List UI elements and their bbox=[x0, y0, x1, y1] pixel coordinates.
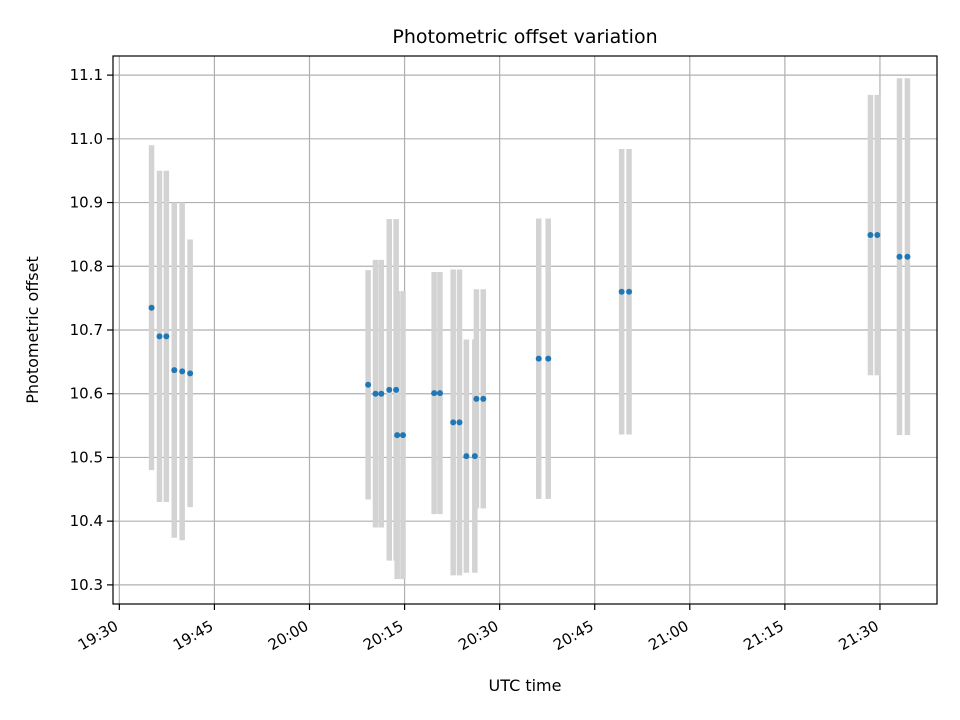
data-point bbox=[179, 368, 186, 375]
data-point bbox=[626, 288, 633, 295]
data-point bbox=[436, 390, 443, 397]
data-point bbox=[156, 333, 163, 340]
data-point bbox=[456, 419, 463, 426]
data-point bbox=[148, 304, 155, 311]
data-point bbox=[394, 432, 401, 439]
data-point bbox=[896, 253, 903, 260]
data-point bbox=[904, 253, 911, 260]
data-point bbox=[535, 355, 542, 362]
data-point bbox=[867, 232, 874, 239]
chart-title: Photometric offset variation bbox=[392, 26, 657, 48]
data-point bbox=[480, 395, 487, 402]
data-point bbox=[463, 453, 470, 460]
data-point bbox=[473, 395, 480, 402]
data-point bbox=[365, 381, 372, 388]
data-point bbox=[393, 386, 400, 393]
y-tick-label: 10.5 bbox=[70, 448, 103, 466]
y-tick-label: 11.1 bbox=[70, 66, 103, 84]
data-point bbox=[372, 390, 379, 397]
y-axis: 10.3 10.4 10.5 10.6 10.7 10.8 10.9 11.0 11.1 bbox=[70, 66, 113, 594]
y-axis-title: Photometric offset bbox=[23, 256, 42, 404]
data-point bbox=[450, 419, 457, 426]
x-axis-title: UTC time bbox=[489, 676, 562, 695]
data-point bbox=[471, 453, 478, 460]
data-point bbox=[187, 370, 194, 377]
y-tick-label: 10.7 bbox=[70, 321, 103, 339]
data-point bbox=[386, 386, 393, 393]
y-tick-label: 10.3 bbox=[70, 576, 103, 594]
data-point bbox=[618, 288, 625, 295]
y-tick-label: 10.4 bbox=[70, 512, 103, 530]
data-point bbox=[378, 390, 385, 397]
data-point bbox=[171, 367, 178, 374]
y-tick-label: 10.9 bbox=[70, 194, 103, 212]
grid bbox=[113, 56, 937, 604]
data-points bbox=[148, 232, 911, 460]
data-point bbox=[874, 232, 881, 239]
y-tick-label: 10.6 bbox=[70, 385, 103, 403]
data-point bbox=[399, 432, 406, 439]
y-tick-label: 11.0 bbox=[70, 130, 103, 148]
data-point bbox=[163, 333, 170, 340]
y-tick-label: 10.8 bbox=[70, 257, 103, 275]
data-point bbox=[431, 390, 438, 397]
data-point bbox=[545, 355, 552, 362]
